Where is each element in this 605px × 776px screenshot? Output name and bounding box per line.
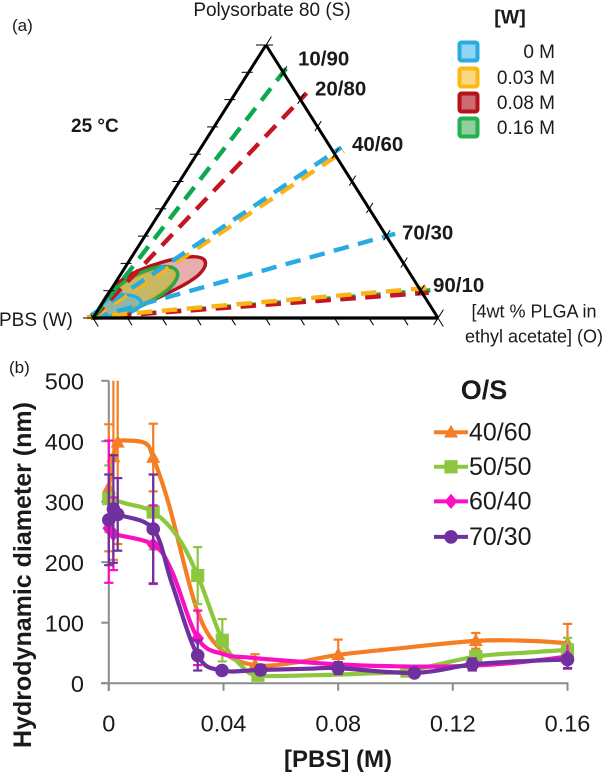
svg-text:O/S: O/S	[461, 375, 508, 405]
svg-text:ethyl acetate] (O): ethyl acetate] (O)	[465, 327, 603, 347]
svg-text:PBS (W): PBS (W)	[0, 310, 73, 331]
svg-text:200: 200	[45, 550, 84, 576]
svg-text:0.03 M: 0.03 M	[497, 68, 555, 89]
svg-text:500: 500	[45, 369, 84, 395]
svg-text:300: 300	[45, 489, 84, 515]
svg-text:100: 100	[45, 610, 84, 636]
svg-text:0 M: 0 M	[523, 42, 555, 63]
svg-text:70/30: 70/30	[469, 523, 532, 551]
svg-text:0.16: 0.16	[545, 711, 591, 737]
svg-text:400: 400	[45, 429, 84, 455]
svg-text:[PBS] (M): [PBS] (M)	[284, 746, 392, 773]
svg-text:0.08: 0.08	[315, 711, 361, 737]
svg-text:40/60: 40/60	[469, 418, 532, 446]
svg-text:[4wt % PLGA in: [4wt % PLGA in	[471, 302, 596, 322]
svg-text:25 °C: 25 °C	[71, 116, 119, 137]
svg-text:50/50: 50/50	[469, 453, 532, 481]
svg-text:60/40: 60/40	[469, 487, 532, 515]
svg-text:(a): (a)	[12, 16, 33, 35]
svg-text:10/90: 10/90	[298, 48, 349, 71]
svg-text:0: 0	[71, 671, 84, 697]
svg-text:40/60: 40/60	[352, 133, 403, 156]
svg-text:Polysorbate 80 (S): Polysorbate 80 (S)	[193, 0, 350, 21]
svg-text:Hydrodynamic diameter (nm): Hydrodynamic diameter (nm)	[9, 402, 37, 748]
svg-text:0.08 M: 0.08 M	[497, 93, 555, 114]
svg-text:[W]: [W]	[494, 7, 525, 29]
svg-text:0.16 M: 0.16 M	[497, 118, 555, 139]
svg-text:(b): (b)	[9, 358, 30, 377]
svg-text:20/80: 20/80	[315, 78, 366, 101]
svg-text:70/30: 70/30	[402, 222, 453, 245]
svg-text:0: 0	[102, 711, 115, 737]
svg-text:90/10: 90/10	[433, 274, 484, 297]
svg-text:0.04: 0.04	[201, 711, 247, 737]
svg-text:0.12: 0.12	[430, 711, 476, 737]
